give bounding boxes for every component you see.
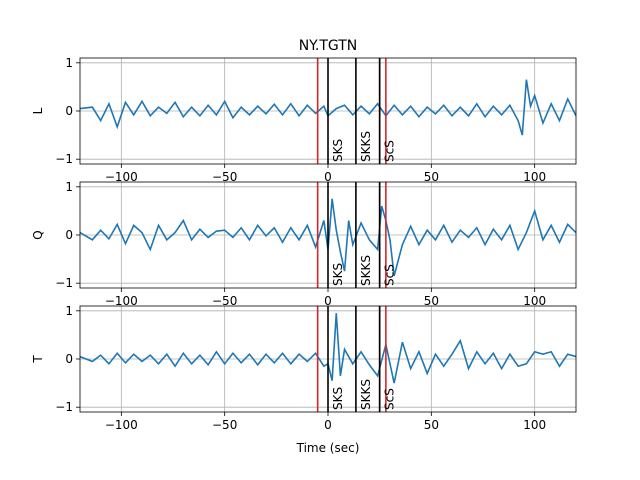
y-tick-label: 1 — [65, 180, 73, 194]
x-tick-label: −50 — [212, 294, 237, 308]
trace-series-q — [80, 198, 576, 277]
x-tick-label: −100 — [105, 294, 138, 308]
y-tick-label: −1 — [55, 152, 73, 166]
x-tick-label: 0 — [324, 170, 332, 184]
y-tick-label: −1 — [55, 276, 73, 290]
y-axis-label: Q — [31, 230, 45, 239]
trace-series-l — [80, 79, 576, 136]
y-tick-label: 1 — [65, 304, 73, 318]
phase-label-skks: SKKS — [359, 255, 373, 286]
x-tick-label: −50 — [212, 418, 237, 432]
y-axis-label: T — [31, 355, 45, 364]
y-tick-label: 0 — [65, 104, 73, 118]
x-tick-label: 50 — [424, 294, 439, 308]
phase-label-skks: SKKS — [359, 131, 373, 162]
x-tick-label: −100 — [105, 418, 138, 432]
phase-label-sks: SKS — [331, 387, 345, 410]
panel-l: SKS SKKS ScS −100 −50 0 50 100 −1 0 1 L — [31, 56, 577, 184]
x-tick-label: 100 — [523, 418, 546, 432]
panel-q: SKS SKKS ScS −100 −50 0 50 100 −1 0 1 Q — [31, 180, 577, 308]
y-tick-label: 0 — [65, 228, 73, 242]
x-tick-label: 0 — [324, 418, 332, 432]
phase-label-scs: ScS — [383, 264, 397, 286]
x-axis-label: Time (sec) — [296, 441, 360, 455]
phase-label-skks: SKKS — [359, 379, 373, 410]
x-tick-label: −100 — [105, 170, 138, 184]
x-tick-label: 100 — [523, 294, 546, 308]
y-axis-label: L — [31, 107, 45, 114]
panel-t: SKS SKKS ScS −100 −50 0 50 100 −1 0 1 T — [31, 304, 577, 432]
chart-title: NY.TGTN — [299, 38, 358, 54]
y-tick-label: −1 — [55, 400, 73, 414]
trace-series-t — [80, 313, 576, 384]
x-tick-label: −50 — [212, 170, 237, 184]
x-tick-label: 50 — [424, 418, 439, 432]
x-tick-label: 100 — [523, 170, 546, 184]
x-tick-label: 50 — [424, 170, 439, 184]
phase-label-scs: ScS — [383, 140, 397, 162]
y-tick-label: 0 — [65, 352, 73, 366]
x-tick-label: 0 — [324, 294, 332, 308]
phase-label-scs: ScS — [383, 388, 397, 410]
y-tick-label: 1 — [65, 56, 73, 70]
phase-label-sks: SKS — [331, 139, 345, 162]
phase-label-sks: SKS — [331, 263, 345, 286]
